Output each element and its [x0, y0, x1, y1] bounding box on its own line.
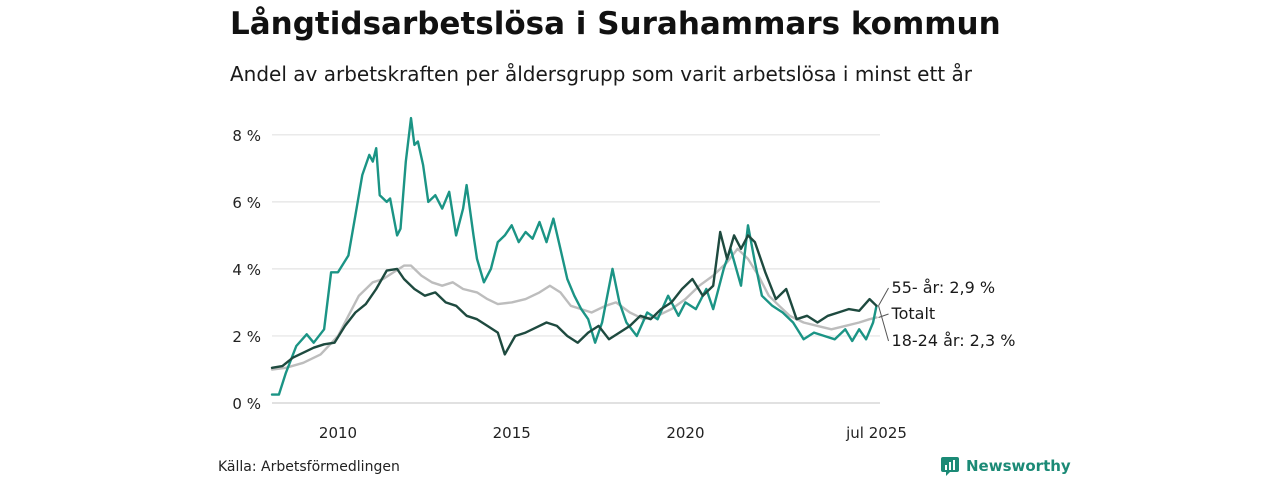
- newsworthy-icon: [941, 457, 959, 476]
- y-axis-labels: 0 % 2 % 4 % 6 % 8 %: [232, 127, 261, 413]
- series-end-label: 18-24 år: 2,3 %: [892, 331, 1016, 350]
- newsworthy-logo[interactable]: Newsworthy: [940, 456, 1071, 476]
- x-axis-labels: 2010 2015 2020 jul 2025: [319, 424, 907, 442]
- chart-subtitle: Andel av arbetskraften per åldersgrupp s…: [230, 62, 972, 86]
- y-tick-label: 2 %: [232, 328, 261, 346]
- x-tick-label: 2015: [493, 424, 531, 442]
- y-tick-label: 6 %: [232, 194, 261, 212]
- series-end-label: Totalt: [891, 304, 936, 323]
- label-leader-line: [878, 287, 889, 307]
- y-tick-label: 8 %: [232, 127, 261, 145]
- chart-title: Långtidsarbetslösa i Surahammars kommun: [230, 6, 1001, 42]
- series-end-labels: Totalt 18-24 år: 2,3 % 55- år: 2,9 %: [878, 278, 1016, 350]
- series-line-18-24-r: [270, 116, 878, 396]
- y-tick-label: 0 %: [232, 395, 261, 413]
- x-tick-label: 2010: [319, 424, 357, 442]
- series-line-55-r: [270, 230, 878, 369]
- series-lines: [270, 116, 878, 396]
- series-end-label: 55- år: 2,9 %: [892, 278, 996, 297]
- grid-lines: [272, 134, 880, 404]
- label-leader-line: [878, 305, 890, 342]
- label-leader-line: [878, 313, 889, 318]
- brand-name: Newsworthy: [966, 457, 1071, 475]
- x-tick-label: jul 2025: [845, 424, 907, 442]
- series-line-totalt: [270, 247, 878, 371]
- y-tick-label: 4 %: [232, 261, 261, 279]
- source-note: Källa: Arbetsförmedlingen: [218, 459, 400, 475]
- x-tick-label: 2020: [666, 424, 704, 442]
